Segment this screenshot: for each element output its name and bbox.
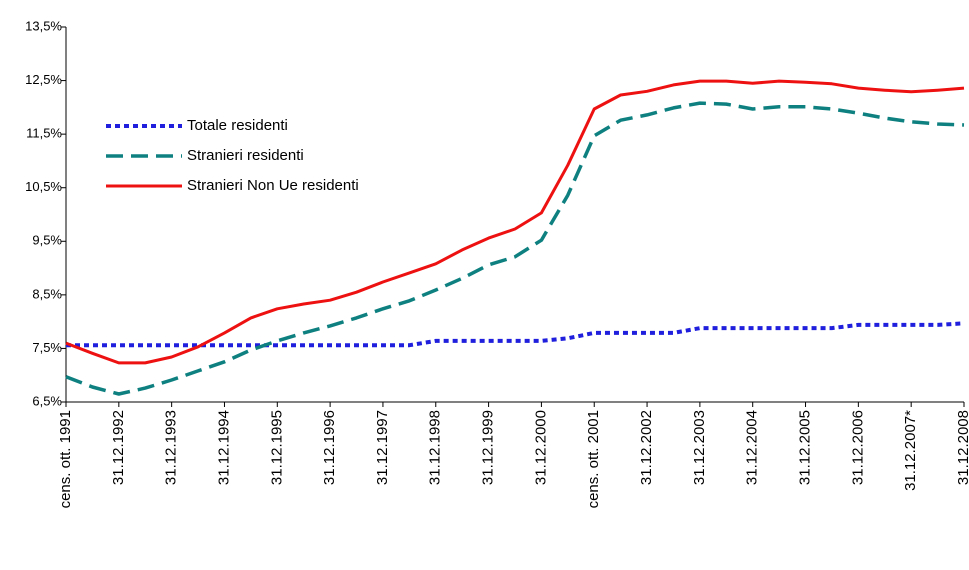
x-tick-label: 31.12.1992 <box>110 410 127 485</box>
series-line <box>65 79 965 365</box>
x-tick-label: 31.12.1994 <box>215 410 232 485</box>
series-line <box>66 321 965 348</box>
x-tick-label: 31.12.1997 <box>374 410 391 485</box>
x-tick-label: 31.12.1995 <box>268 410 285 485</box>
legend-box <box>100 110 400 205</box>
x-tick-label: cens. ott. 1991 <box>57 410 74 508</box>
legend-label: Stranieri residenti <box>187 147 304 164</box>
x-tick-label: 31.12.2007* <box>902 410 919 491</box>
y-tick-label: 11,5% <box>26 126 62 141</box>
x-tick-label: 31.12.1998 <box>427 410 444 485</box>
legend-label: Totale residenti <box>187 117 288 134</box>
x-tick-label: 31.12.1993 <box>163 410 180 485</box>
x-tick-label: 31.12.2006 <box>849 410 866 485</box>
x-tick-label: 31.12.1999 <box>480 410 497 485</box>
legend-label: Stranieri Non Ue residenti <box>187 177 359 194</box>
y-tick-label: 12,5% <box>25 72 62 87</box>
x-tick-label: 31.12.2002 <box>638 410 655 485</box>
y-tick-label: 6,5% <box>32 393 62 408</box>
y-tick-label: 7,5% <box>32 340 62 355</box>
x-tick-label: 31.12.2008 <box>955 410 969 485</box>
y-tick-label: 9,5% <box>32 233 62 248</box>
x-tick-label: 31.12.2003 <box>691 410 708 485</box>
x-tick-label: cens. ott. 2001 <box>585 410 602 508</box>
x-tick-label: 31.12.2004 <box>744 410 761 485</box>
x-tick-label: 31.12.1996 <box>321 410 338 485</box>
series-line <box>65 101 965 396</box>
y-tick-label: 10,5% <box>25 179 62 194</box>
x-tick-label: 31.12.2000 <box>532 410 549 485</box>
y-tick-label: 13,5% <box>25 18 62 33</box>
y-tick-label: 8,5% <box>32 286 62 301</box>
x-tick-label: 31.12.2005 <box>796 410 813 485</box>
